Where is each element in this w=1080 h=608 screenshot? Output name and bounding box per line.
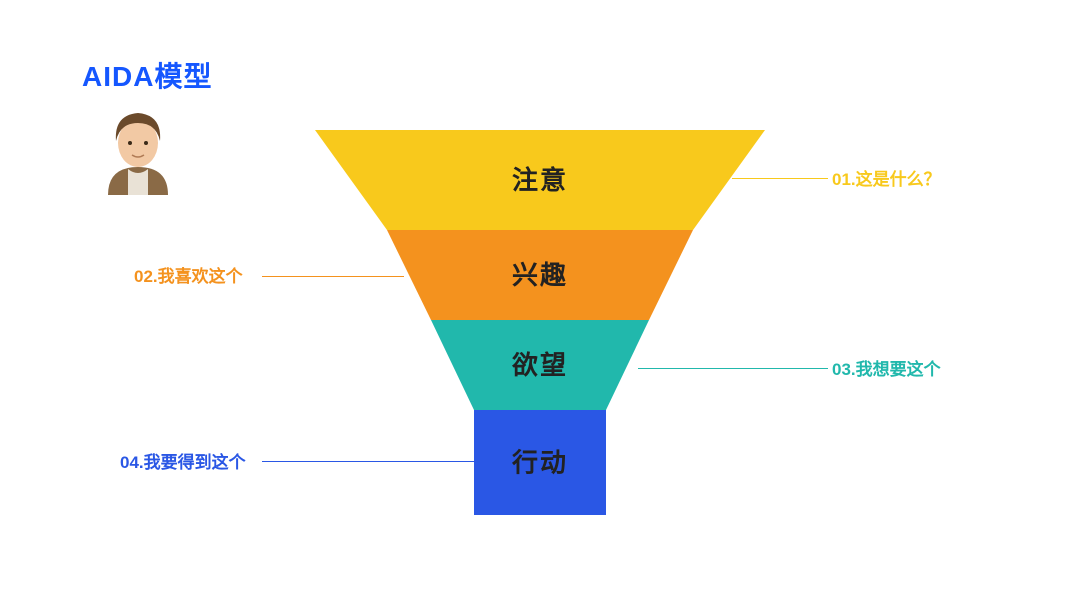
avatar-eye-left: [128, 141, 132, 145]
title-text: AIDA模型: [82, 61, 212, 92]
funnel-stage-label-3: 欲望: [511, 350, 568, 380]
callout-label-c2: 02.我喜欢这个: [134, 262, 243, 287]
page-title: AIDA模型: [82, 55, 212, 95]
funnel-stage-label-2: 兴趣: [512, 260, 568, 290]
callout-label-c4: 04.我要得到这个: [120, 448, 246, 473]
funnel-chart: 注意兴趣欲望行动: [315, 130, 765, 550]
funnel-stage-label-4: 行动: [511, 447, 568, 477]
funnel-stage-label-1: 注意: [512, 165, 568, 195]
callout-line-c3: [638, 368, 828, 369]
diagram-canvas: AIDA模型 注意兴趣欲望行动 01.这是什么？ 02.我喜欢这个 03.我想要这个…: [0, 0, 1080, 608]
callout-line-c4: [262, 461, 474, 462]
callout-line-c1: [732, 178, 828, 179]
callout-line-c2: [262, 276, 404, 277]
avatar-eye-right: [144, 141, 148, 145]
callout-label-c3: 03.我想要这个: [832, 355, 941, 380]
callout-label-c1: 01.这是什么？: [832, 165, 941, 190]
avatar: [98, 105, 178, 195]
